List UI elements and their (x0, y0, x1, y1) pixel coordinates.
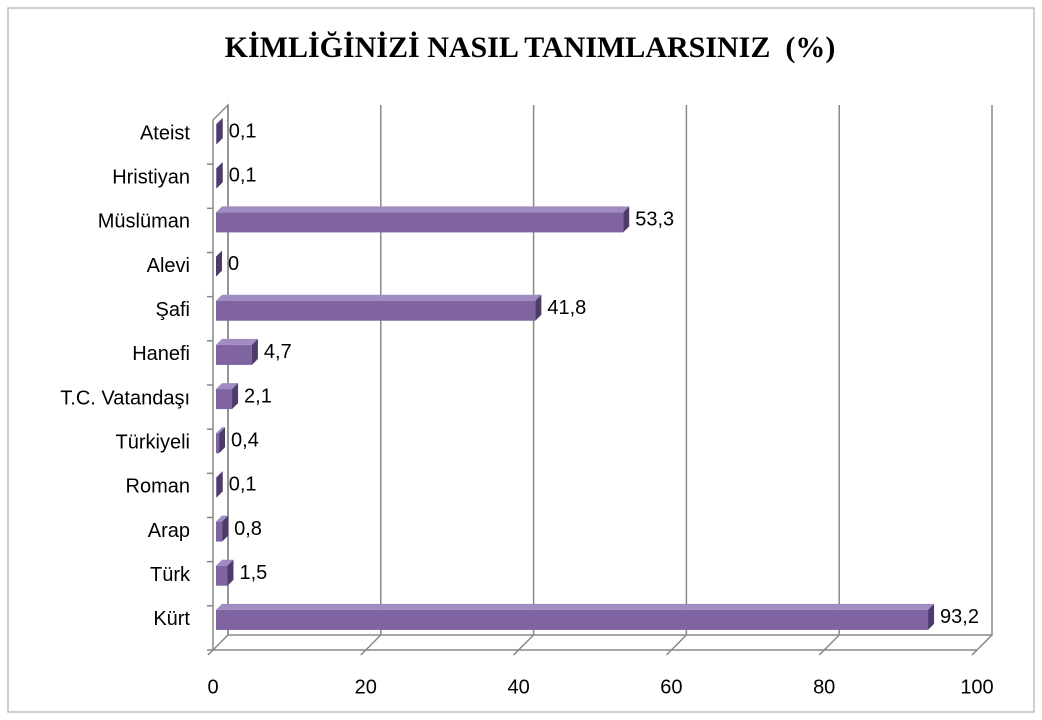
bar (216, 344, 252, 365)
bar-end (227, 559, 234, 586)
bar-end (219, 427, 226, 454)
bar-top (216, 118, 223, 125)
x-tick-label: 20 (355, 676, 377, 698)
bar-top (216, 559, 234, 566)
y-tick-label: Ateist (140, 122, 190, 144)
y-tick-label: Alevi (147, 255, 190, 277)
bar-group (216, 294, 542, 321)
grid-line (212, 105, 229, 651)
bar (216, 565, 228, 586)
bar (216, 433, 220, 454)
bar-group (216, 250, 222, 277)
grid-line (518, 105, 535, 651)
bar-end (216, 118, 223, 145)
y-tick-label: Müslüman (98, 211, 190, 233)
bar-end (251, 338, 258, 365)
bar-group (216, 162, 223, 189)
x-tick (207, 649, 214, 656)
y-tick-label: Hanefi (132, 343, 190, 365)
chart-title: KİMLİĞİNİZİ NASIL TANIMLARSINIZ (%) (225, 31, 836, 64)
bar-end (232, 383, 239, 410)
y-tick-label: Kürt (153, 608, 190, 630)
bar-group (216, 206, 630, 233)
bar-group (216, 603, 935, 630)
bar-top (216, 383, 239, 390)
value-label: 2,1 (244, 385, 272, 407)
value-label: 93,2 (940, 606, 979, 628)
bar-group (216, 338, 258, 365)
value-label: 0,4 (231, 430, 259, 452)
bar-top (216, 471, 223, 478)
bar (216, 168, 217, 189)
value-label: 0,8 (234, 518, 262, 540)
y-tick-label: Roman (126, 476, 190, 498)
bar-group (216, 559, 234, 586)
x-tick (818, 649, 825, 656)
y-tick-label: T.C. Vatandaşı (60, 387, 190, 409)
bar-group (216, 471, 223, 498)
bar (216, 477, 217, 498)
grid-line (365, 105, 382, 651)
value-label: 0,1 (229, 474, 257, 496)
bar-end (928, 603, 935, 630)
bar-top (216, 206, 630, 213)
bar-end (216, 471, 223, 498)
x-tick-label: 100 (960, 676, 993, 698)
y-tick-label: Türkiyeli (116, 432, 190, 454)
y-tick-label: Arap (148, 520, 190, 542)
bar-end (623, 206, 630, 233)
bar-group (216, 383, 239, 410)
bar (216, 521, 223, 542)
bar-end (216, 250, 222, 277)
value-label: 53,3 (635, 209, 674, 231)
y-tick-label: Hristiyan (112, 167, 190, 189)
bar (216, 389, 233, 410)
bar-group (216, 118, 223, 145)
y-tick-label: Türk (150, 564, 191, 586)
value-label: 0,1 (229, 120, 257, 142)
bar (216, 124, 217, 145)
bar-top (216, 338, 258, 345)
value-label: 0,1 (229, 165, 257, 187)
bar-end (222, 515, 229, 542)
value-label: 0 (228, 253, 239, 275)
x-tick (513, 649, 520, 656)
bar-end (216, 162, 223, 189)
value-label: 4,7 (264, 341, 292, 363)
x-tick-label: 0 (207, 676, 218, 698)
bar-group (216, 515, 229, 542)
bar (216, 300, 536, 321)
grid-line (823, 105, 840, 651)
bar-top (216, 603, 935, 610)
bar-group (216, 427, 226, 454)
y-tick-label: Şafi (156, 299, 190, 321)
bar-top (216, 294, 542, 301)
x-tick (360, 649, 367, 656)
bar-top (216, 427, 226, 434)
bar-end (535, 294, 542, 321)
x-tick-label: 40 (507, 676, 529, 698)
bar-top (216, 515, 229, 522)
chart-border (7, 7, 1035, 713)
grid-line (976, 105, 993, 651)
x-tick (971, 649, 978, 656)
x-tick-label: 80 (813, 676, 835, 698)
value-label: 41,8 (547, 297, 586, 319)
bar-top (216, 162, 223, 169)
bar (216, 212, 624, 233)
x-tick-label: 60 (660, 676, 682, 698)
value-label: 1,5 (239, 562, 267, 584)
bar (216, 609, 929, 630)
x-tick (665, 649, 672, 656)
grid-line (670, 105, 688, 651)
